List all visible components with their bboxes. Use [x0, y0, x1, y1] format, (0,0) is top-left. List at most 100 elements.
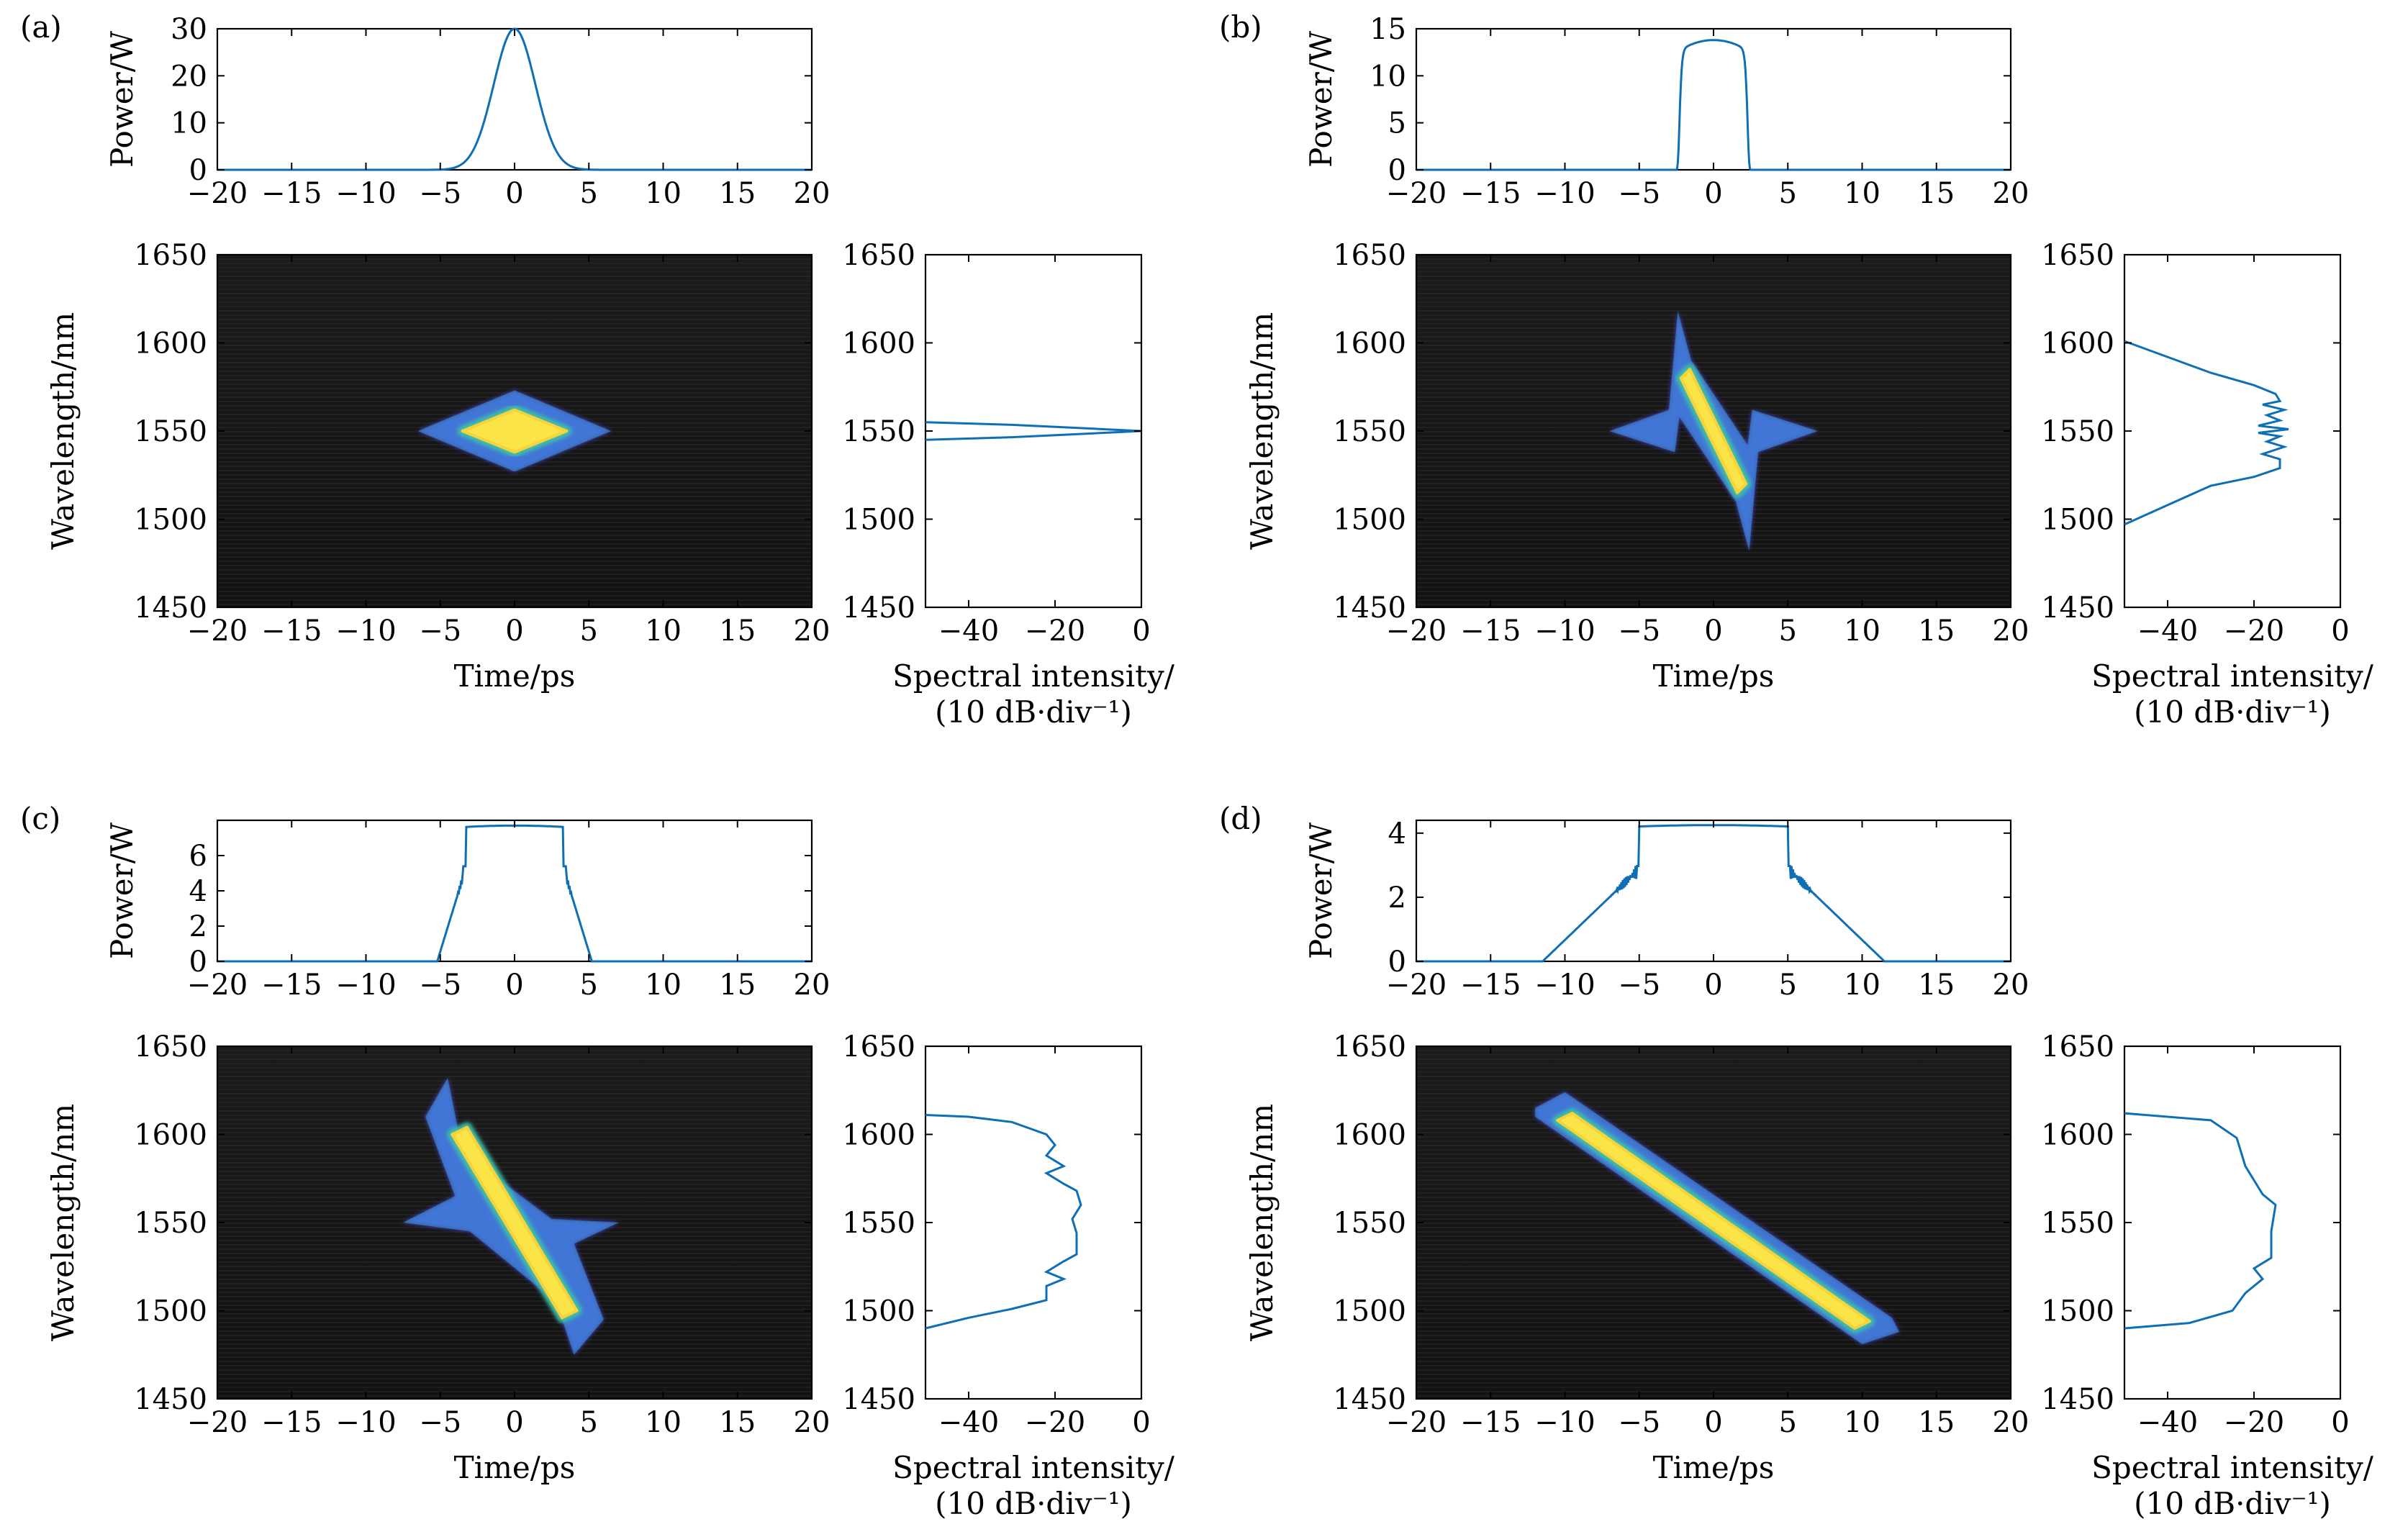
spectrum-series-line: [925, 421, 1142, 441]
power-xtick-label: −15: [1460, 177, 1521, 210]
spectrum-ytick-label: 1600: [2041, 1119, 2114, 1152]
power-xtick-label: 15: [1918, 969, 1955, 1002]
spectrum-ytick-label: 1550: [2041, 1207, 2114, 1240]
map-ylabel: Wavelength/nm: [1244, 312, 1280, 550]
power-ytick-label: 0: [1388, 946, 1406, 979]
map-xtick-label: 10: [1844, 615, 1880, 648]
power-axes-frame: [216, 819, 813, 963]
power-xtick-label: 0: [505, 969, 523, 1002]
spectrum-xlabel-line2: (10 dB·div⁻¹): [935, 1486, 1132, 1521]
map-xtick-label: −20: [1386, 615, 1447, 648]
panel-2: (b) −20 −15 −10 −5 0 5 10 15 20 0 5 10 15 Power/W −20 −1…: [1219, 9, 2374, 730]
power-xtick-label: 10: [645, 177, 682, 210]
map-xtick-label: −15: [261, 1406, 322, 1439]
map-xtick-label: 0: [1704, 1406, 1722, 1439]
map-xlabel: Time/ps: [454, 1450, 576, 1485]
spectrum-xlabel-line1: Spectral intensity/: [892, 658, 1175, 694]
spectrum-xtick-label: 0: [1132, 615, 1150, 648]
power-xtick-label: −20: [1386, 177, 1447, 210]
map-ytick-label: 1650: [1333, 1030, 1406, 1064]
spectrum-ytick-label: 1550: [842, 1207, 915, 1240]
spectrum-xtick-label: −20: [1025, 615, 1085, 648]
map-xtick-label: −10: [335, 615, 396, 648]
power-ytick-label: 0: [189, 946, 207, 979]
power-ytick-label: 15: [1370, 13, 1406, 46]
spectrum-xtick-label: −20: [2224, 1406, 2284, 1439]
power-xtick-label: 10: [1844, 969, 1880, 1002]
power-series-line: [1416, 39, 2011, 171]
power-xtick-label: 20: [1993, 969, 2029, 1002]
power-xtick-label: −20: [187, 177, 248, 210]
map-xlabel: Time/ps: [1653, 658, 1775, 694]
map-xtick-label: 5: [580, 1406, 598, 1439]
spectrogram-peak-contour: [461, 408, 569, 454]
spectrum-xtick-label: 0: [2331, 1406, 2349, 1439]
power-ytick-label: 2: [189, 910, 207, 943]
map-xtick-label: 5: [580, 615, 598, 648]
power-xtick-label: −5: [419, 177, 461, 210]
spectrum-ytick-label: 1500: [842, 1295, 915, 1328]
spectrum-xtick-label: −20: [2224, 615, 2284, 648]
map-xtick-label: −5: [1618, 615, 1660, 648]
power-ytick-label: 4: [189, 875, 207, 908]
spectrum-series-line: [2124, 340, 2289, 526]
spectrogram: −20 −15 −10 −5 0 5 10 15 20 1450 1500 1550 1600 1650 T…: [45, 1030, 830, 1485]
map-xtick-label: 15: [1918, 615, 1955, 648]
map-xtick-label: −15: [1460, 1406, 1521, 1439]
map-xlabel: Time/ps: [1653, 1450, 1775, 1485]
power-ytick-label: 0: [1388, 154, 1406, 187]
panel-label: (d): [1219, 801, 1262, 836]
power-ytick-label: 10: [171, 107, 207, 140]
spectrum-xtick-label: −40: [938, 1406, 999, 1439]
power-ylabel: Power/W: [104, 822, 140, 959]
spectrum-ytick-label: 1600: [842, 327, 915, 361]
power-ytick-label: 6: [189, 840, 207, 873]
map-xtick-label: −20: [187, 615, 248, 648]
spectrum-ytick-label: 1500: [2041, 504, 2114, 537]
power-xtick-label: 15: [1918, 177, 1955, 210]
map-ytick-label: 1450: [134, 1383, 207, 1416]
spectrogram: −20 −15 −10 −5 0 5 10 15 20 1450 1500 1550 1600 1650 T…: [1244, 1030, 2029, 1485]
map-ytick-label: 1550: [1333, 415, 1406, 448]
map-ytick-label: 1450: [134, 591, 207, 625]
map-ytick-label: 1600: [1333, 1119, 1406, 1152]
power-xtick-label: −15: [261, 177, 322, 210]
power-xtick-label: 5: [580, 969, 598, 1002]
spectrum-plot: −40 −20 0 1450 1500 1550 1600 1650 Spectral inte…: [2041, 1030, 2374, 1521]
spectrum-ytick-label: 1600: [842, 1119, 915, 1152]
spectrum-ytick-label: 1600: [2041, 327, 2114, 361]
spectrum-ytick-label: 1450: [2041, 1383, 2114, 1416]
map-ytick-label: 1550: [134, 415, 207, 448]
map-xtick-label: −10: [1534, 615, 1595, 648]
spectrum-plot: −40 −20 0 1450 1500 1550 1600 1650 Spectral inte…: [2041, 239, 2374, 730]
power-axes-frame: [216, 27, 813, 171]
power-xtick-label: 0: [1704, 177, 1722, 210]
power-xtick-label: 10: [645, 969, 682, 1002]
map-xtick-label: −5: [419, 1406, 461, 1439]
power-xtick-label: −10: [335, 969, 396, 1002]
power-ytick-label: 30: [171, 13, 207, 46]
map-xtick-label: −5: [419, 615, 461, 648]
map-ytick-label: 1450: [1333, 1383, 1406, 1416]
map-xtick-label: −20: [187, 1406, 248, 1439]
map-ytick-label: 1500: [1333, 1295, 1406, 1328]
power-xtick-label: −10: [1534, 177, 1595, 210]
map-ytick-label: 1500: [1333, 504, 1406, 537]
power-plot: −20 −15 −10 −5 0 5 10 15 20 0 5 10 15 Power/W: [1303, 13, 2029, 210]
spectrum-series-line: [2124, 1112, 2277, 1330]
map-ytick-label: 1650: [134, 239, 207, 272]
spectrogram: −20 −15 −10 −5 0 5 10 15 20 1450 1500 1550 1600 1650 T…: [45, 239, 830, 694]
map-xtick-label: 20: [794, 1406, 830, 1439]
map-ytick-label: 1650: [1333, 239, 1406, 272]
map-xtick-label: 5: [1779, 1406, 1797, 1439]
spectrum-xlabel-line1: Spectral intensity/: [2091, 658, 2374, 694]
map-ytick-label: 1500: [134, 504, 207, 537]
map-ytick-label: 1450: [1333, 591, 1406, 625]
power-ytick-label: 10: [1370, 60, 1406, 93]
map-ytick-label: 1600: [134, 1119, 207, 1152]
spectrum-ytick-label: 1450: [842, 591, 915, 625]
power-xtick-label: −5: [419, 969, 461, 1002]
map-xtick-label: 0: [505, 1406, 523, 1439]
power-xtick-label: −20: [187, 969, 248, 1002]
